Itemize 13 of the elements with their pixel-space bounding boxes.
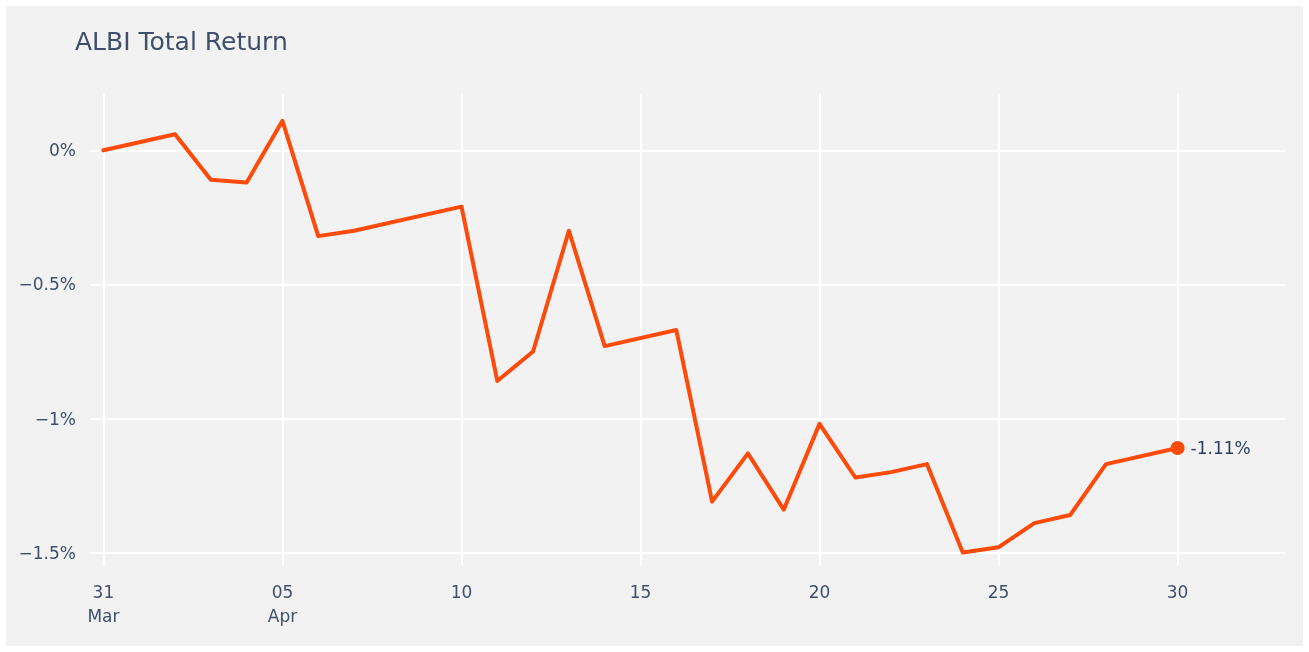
x-tick-label: 05 Apr (267, 582, 298, 626)
y-tick-label: −1% (34, 408, 76, 429)
y-tick-label: −0.5% (18, 274, 76, 295)
x-tick-label: 31 Mar (87, 582, 120, 626)
chart-title: ALBI Total Return (75, 27, 288, 56)
x-tick-label: 25 (987, 582, 1010, 602)
x-tick-label: 20 (808, 582, 831, 602)
y-tick-label: 0% (49, 140, 76, 161)
x-tick-label: 30 (1166, 582, 1189, 602)
data-label: -1.11% (1190, 438, 1251, 458)
x-tick-label: 10 (450, 582, 473, 602)
y-tick-label: −1.5% (18, 542, 76, 563)
x-tick-label: 15 (629, 582, 652, 602)
